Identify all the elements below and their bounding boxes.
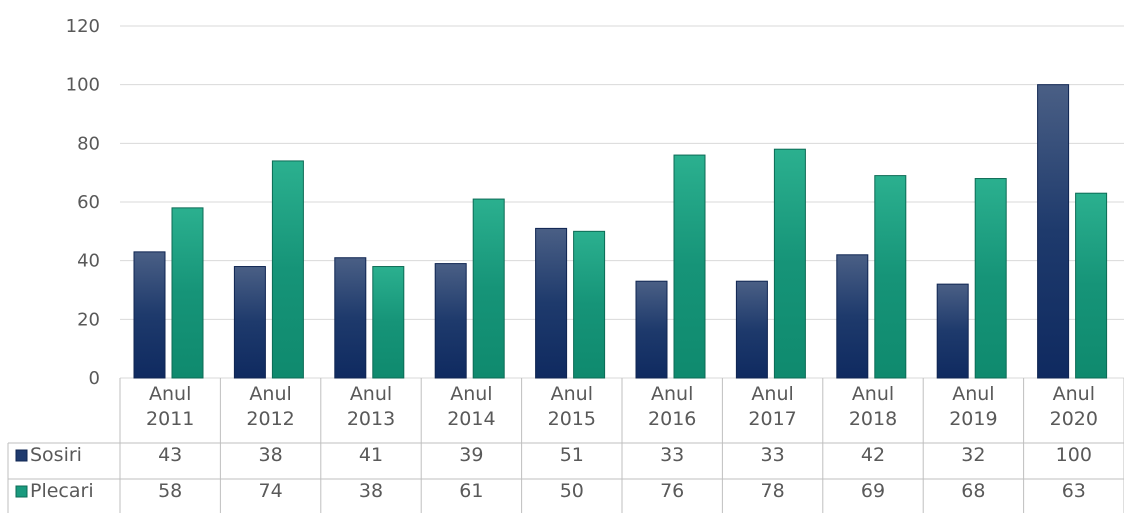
x-tick-label: Anul 2011 <box>146 383 194 430</box>
bar-sosiri-anul-2011 <box>133 251 166 379</box>
y-tick-label: 20 <box>77 309 100 330</box>
bar-plecari-anul-2017 <box>773 148 806 379</box>
y-tick-label: 100 <box>66 75 100 96</box>
y-tick-label: 120 <box>66 16 100 37</box>
x-tick-label: Anul 2012 <box>246 383 294 430</box>
bar-sosiri-anul-2012 <box>233 266 266 379</box>
bar-sosiri-anul-2017 <box>735 280 768 379</box>
legend-key-sosiri <box>15 449 28 462</box>
data-table: Anul 2011 Anul 2012 Anul 2013 Anul 2014 Anul 2015… <box>7 378 1124 513</box>
x-tick-label: Anul 2020 <box>1050 383 1098 430</box>
bar-sosiri-anul-2014 <box>434 263 467 379</box>
table-cell-sosiri: 38 <box>259 444 283 466</box>
table-cell-sosiri: 39 <box>459 444 483 466</box>
bar-plecari-anul-2015 <box>573 230 606 379</box>
legend-label-sosiri: Sosiri <box>30 444 82 466</box>
bar-sosiri-anul-2018 <box>836 254 869 379</box>
table-cell-sosiri: 33 <box>761 444 785 466</box>
x-tick-label: Anul 2018 <box>849 383 897 430</box>
x-tick-label: Anul 2013 <box>347 383 395 430</box>
y-tick-label: 60 <box>77 192 100 213</box>
bar-plecari-anul-2014 <box>472 198 505 379</box>
bar-sosiri-anul-2020 <box>1037 84 1070 379</box>
bar-plecari-anul-2011 <box>171 207 204 379</box>
bar-sosiri-anul-2016 <box>635 280 668 379</box>
bar-sosiri-anul-2013 <box>334 257 367 379</box>
table-cell-plecari: 50 <box>560 480 584 502</box>
x-tick-label: Anul 2014 <box>447 383 495 430</box>
bar-plecari-anul-2016 <box>673 154 706 379</box>
legend-key-plecari <box>15 485 28 498</box>
table-cell-sosiri: 51 <box>560 444 584 466</box>
table-cell-plecari: 78 <box>761 480 785 502</box>
table-cell-plecari: 63 <box>1062 480 1086 502</box>
bar-sosiri-anul-2019 <box>936 283 969 379</box>
table-cell-sosiri: 33 <box>660 444 684 466</box>
x-tick-label: Anul 2016 <box>648 383 696 430</box>
table-cell-plecari: 69 <box>861 480 885 502</box>
table-cell-sosiri: 42 <box>861 444 885 466</box>
table-cell-plecari: 58 <box>158 480 182 502</box>
table-cell-sosiri: 41 <box>359 444 383 466</box>
table-cell-plecari: 61 <box>459 480 483 502</box>
bar-plecari-anul-2013 <box>372 266 405 379</box>
table-cell-plecari: 76 <box>660 480 684 502</box>
table-cell-sosiri: 43 <box>158 444 182 466</box>
x-tick-label: Anul 2017 <box>748 383 796 430</box>
x-tick-label: Anul 2015 <box>548 383 596 430</box>
y-tick-label: 80 <box>77 133 100 154</box>
legend-label-plecari: Plecari <box>30 480 94 502</box>
gridlines <box>120 25 1124 379</box>
table-cell-plecari: 74 <box>259 480 283 502</box>
table-cell-sosiri: 100 <box>1056 444 1092 466</box>
y-tick-label: 40 <box>77 251 100 272</box>
table-cell-sosiri: 32 <box>961 444 985 466</box>
bar-plecari-anul-2012 <box>271 160 304 379</box>
table-cell-plecari: 68 <box>961 480 985 502</box>
x-tick-label: Anul 2019 <box>949 383 997 430</box>
bar-plecari-anul-2019 <box>974 178 1007 379</box>
bar-plecari-anul-2020 <box>1075 192 1108 379</box>
bars <box>133 84 1108 379</box>
y-tick-label: 0 <box>89 368 100 389</box>
table-cell-plecari: 38 <box>359 480 383 502</box>
bar-plecari-anul-2018 <box>874 175 907 379</box>
y-axis: 0 20 40 60 80 100 120 <box>66 16 100 389</box>
bar-sosiri-anul-2015 <box>535 227 568 379</box>
